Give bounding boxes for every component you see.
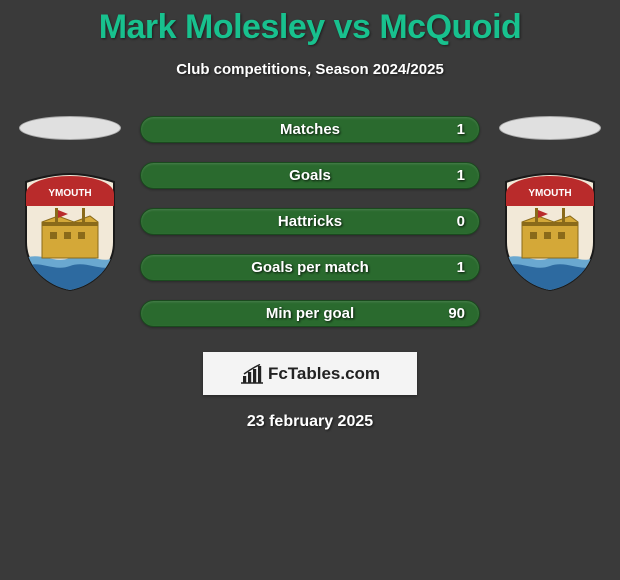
- stat-value-right: 1: [457, 259, 465, 276]
- main-row: YMOUTH Matches: [0, 116, 620, 327]
- stat-value-right: 1: [457, 167, 465, 184]
- subtitle: Club competitions, Season 2024/2025: [0, 61, 620, 78]
- source-logo[interactable]: FcTables.com: [203, 352, 417, 395]
- comparison-widget: Mark Molesley vs McQuoid Club competitio…: [0, 0, 620, 431]
- stat-label: Matches: [280, 121, 340, 138]
- stat-value-right: 0: [457, 213, 465, 230]
- player-left-avatar-placeholder: [19, 116, 121, 140]
- stat-value-right: 90: [448, 305, 465, 322]
- stat-row-matches: Matches 1: [140, 116, 480, 143]
- date-label: 23 february 2025: [0, 413, 620, 431]
- stat-label: Hattricks: [278, 213, 342, 230]
- stat-label: Min per goal: [266, 305, 354, 322]
- player-right-avatar-placeholder: [499, 116, 601, 140]
- stats-column: Matches 1 Goals 1 Hattricks 0 Goals per …: [140, 116, 480, 327]
- stat-label: Goals: [289, 167, 331, 184]
- stat-row-hattricks: Hattricks 0: [140, 208, 480, 235]
- player-left-club-crest: YMOUTH: [20, 172, 120, 292]
- source-logo-text: FcTables.com: [268, 364, 380, 384]
- svg-text:YMOUTH: YMOUTH: [48, 188, 91, 199]
- stat-row-goals-per-match: Goals per match 1: [140, 254, 480, 281]
- page-title: Mark Molesley vs McQuoid: [0, 8, 620, 47]
- bar-chart-icon: [240, 364, 264, 384]
- svg-text:YMOUTH: YMOUTH: [528, 188, 571, 199]
- player-left-column: YMOUTH: [10, 116, 130, 292]
- player-right-club-crest: YMOUTH: [500, 172, 600, 292]
- stat-label: Goals per match: [251, 259, 369, 276]
- player-right-column: YMOUTH: [490, 116, 610, 292]
- stat-value-right: 1: [457, 121, 465, 138]
- stat-row-min-per-goal: Min per goal 90: [140, 300, 480, 327]
- stat-row-goals: Goals 1: [140, 162, 480, 189]
